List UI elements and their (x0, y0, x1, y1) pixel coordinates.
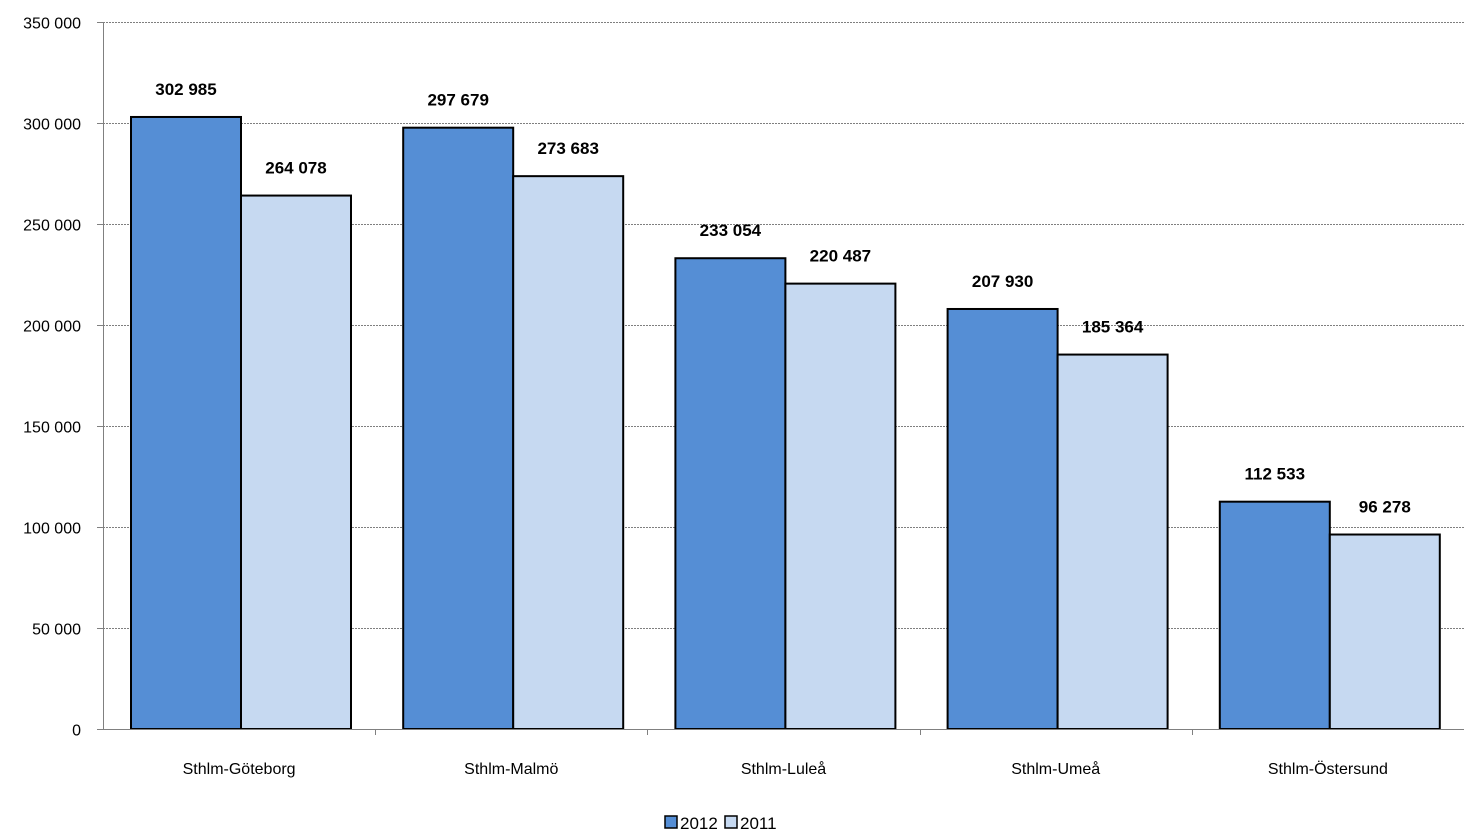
legend-label: 2012 (680, 814, 718, 833)
y-tick-label: 250 000 (23, 218, 81, 235)
y-tick-label: 0 (72, 723, 81, 740)
legend: 2012 2011 (664, 814, 777, 833)
bar-2011 (240, 194, 352, 730)
bar-2011 (512, 175, 625, 730)
legend-swatch-2012 (664, 815, 678, 829)
data-label: 302 985 (155, 80, 216, 99)
x-tick-label: Sthlm-Göteborg (183, 761, 296, 778)
data-label: 112 533 (1245, 465, 1306, 484)
y-tick-label: 50 000 (32, 622, 81, 639)
x-tick-label: Sthlm-Östersund (1268, 760, 1388, 778)
x-tick-label: Sthlm-Malmö (464, 761, 558, 778)
bar-2012 (946, 307, 1059, 730)
x-tick-label: Sthlm-Luleå (741, 760, 826, 778)
data-label: 207 930 (972, 272, 1033, 291)
x-tick-label: Sthlm-Umeå (1011, 760, 1100, 778)
legend-swatch-2011 (724, 815, 738, 829)
data-label: 220 487 (810, 247, 871, 266)
data-label: 233 054 (700, 221, 762, 240)
y-tick-label: 300 000 (23, 117, 81, 134)
axes: 0 50 000 100 000 150 000 200 000 250 000 300 0… (23, 16, 1464, 778)
bar-2012 (130, 115, 242, 731)
y-tick-label: 100 000 (23, 521, 81, 538)
bar-2012 (674, 257, 787, 730)
bars (130, 115, 1441, 731)
bar-2011 (1056, 353, 1169, 730)
data-labels: 302 985 264 078 297 679 273 683 233 054 220 4… (155, 80, 1411, 517)
data-label: 264 078 (265, 159, 326, 178)
data-label: 297 679 (427, 91, 488, 110)
data-label: 185 364 (1082, 318, 1144, 337)
bar-2011 (784, 282, 897, 730)
y-tick-label: 350 000 (23, 16, 81, 33)
legend-label: 2011 (740, 814, 777, 833)
data-label: 273 683 (537, 139, 598, 158)
data-label: 96 278 (1359, 498, 1411, 517)
bar-2012 (402, 126, 515, 731)
bar-2011 (1328, 533, 1441, 730)
y-tick-label: 150 000 (23, 420, 81, 437)
y-tick-label: 200 000 (23, 319, 81, 336)
bar-2012 (1218, 500, 1331, 731)
